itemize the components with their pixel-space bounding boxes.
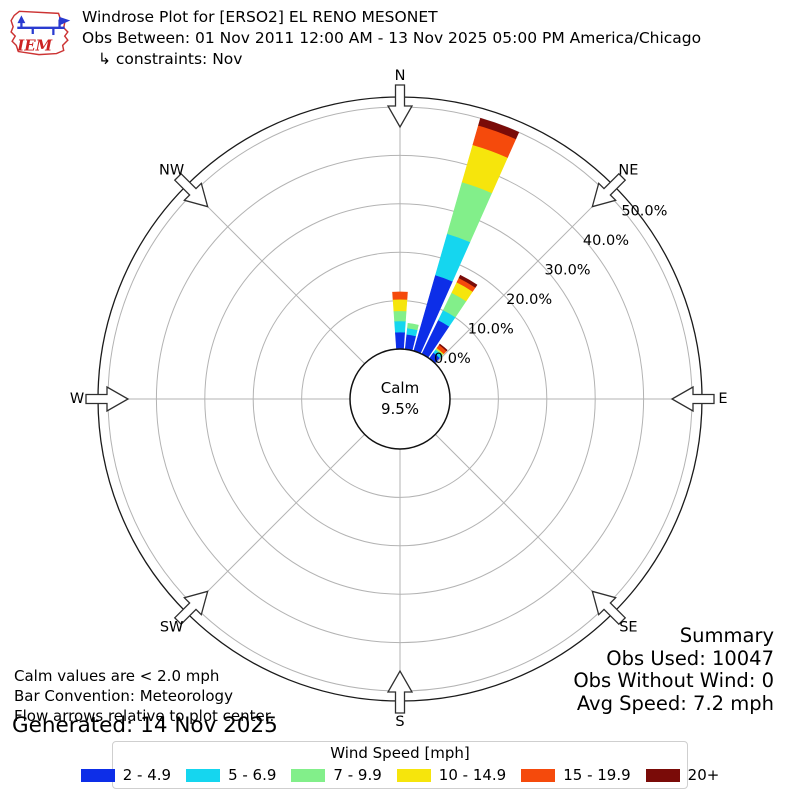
legend-items: 2 - 4.9 5 - 6.9 7 - 9.9 10 - 14.9 15 - 19.9 2… xyxy=(80,766,719,784)
legend: Wind Speed [mph] 2 - 4.9 5 - 6.9 7 - 9.9 10… xyxy=(80,741,719,789)
legend-item-2: 7 - 9.9 xyxy=(291,766,382,784)
plot-notes: Calm values are < 2.0 mph Bar Convention… xyxy=(14,666,274,726)
flow-arrow-nw xyxy=(173,172,209,208)
plot-subtitle: Obs Between: 01 Nov 2011 12:00 AM - 13 N… xyxy=(82,29,702,47)
ring-tick-label: 10.0% xyxy=(468,321,514,337)
flow-arrow-n xyxy=(386,84,414,129)
compass-label-nw: NW xyxy=(159,163,184,179)
legend-label-1: 5 - 6.9 xyxy=(228,766,277,784)
legend-swatch-5 xyxy=(645,768,680,782)
windrose-bar-segment xyxy=(394,320,406,333)
calm-label: Calm xyxy=(381,379,419,397)
calm-circle xyxy=(349,348,451,450)
windrose-bar-segment xyxy=(393,310,407,322)
windrose-bar-segment xyxy=(447,181,493,243)
grid-spoke xyxy=(186,434,365,613)
legend-item-3: 10 - 14.9 xyxy=(396,766,507,784)
compass-label-se: SE xyxy=(619,619,637,635)
flow-arrow-w xyxy=(85,385,130,413)
weathervane-icon xyxy=(17,15,71,36)
summary-block: Summary Obs Used: 10047 Obs Without Wind… xyxy=(573,624,774,715)
summary-obs-without-wind: Obs Without Wind: 0 xyxy=(573,669,774,692)
legend-label-2: 7 - 9.9 xyxy=(333,766,382,784)
windrose-bar-segment xyxy=(392,291,408,300)
flow-arrow-s xyxy=(386,669,414,714)
legend-label-0: 2 - 4.9 xyxy=(122,766,172,784)
summary-title: Summary xyxy=(679,624,774,647)
compass-label-e: E xyxy=(718,391,727,407)
ring-tick-label: 50.0% xyxy=(621,204,667,220)
legend-swatch-2 xyxy=(291,768,326,782)
windrose-bar-segment xyxy=(392,298,408,312)
legend-item-0: 2 - 4.9 xyxy=(80,766,172,784)
calm-percent: 9.5% xyxy=(381,400,419,418)
note-flow-arrows: Flow arrows relative to plot center. xyxy=(14,707,275,725)
compass-label-s: S xyxy=(395,714,404,730)
windrose-bar-segment xyxy=(404,334,417,351)
legend-swatch-3 xyxy=(396,768,431,782)
windrose-bar-segment xyxy=(435,233,471,282)
summary-obs-used: Obs Used: 10047 xyxy=(606,646,774,670)
legend-label-4: 15 - 19.9 xyxy=(563,766,631,784)
iem-logo: IEM xyxy=(10,10,71,56)
compass-label-ne: NE xyxy=(618,163,638,179)
windrose-bar-segment xyxy=(458,274,478,288)
legend-swatch-4 xyxy=(521,768,556,782)
compass-label-sw: SW xyxy=(160,619,184,635)
ring-tick-label: 40.0% xyxy=(583,233,629,249)
summary-avg-speed: Avg Speed: 7.2 mph xyxy=(576,691,774,715)
compass-label-w: W xyxy=(70,391,84,407)
ring-tick-label: 20.0% xyxy=(506,292,552,308)
flow-arrow-e xyxy=(670,385,715,413)
flow-arrow-se xyxy=(591,590,627,626)
windrose-bar-segment xyxy=(395,331,405,350)
compass-label-n: N xyxy=(395,68,406,84)
grid-spoke xyxy=(435,434,614,613)
flow-arrow-ne xyxy=(591,172,627,208)
legend-title: Wind Speed [mph] xyxy=(330,744,470,762)
windrose-bar-segment xyxy=(478,117,520,140)
legend-item-1: 5 - 6.9 xyxy=(186,766,276,784)
header: Windrose Plot for [ERSO2] EL RENO MESONE… xyxy=(82,7,701,70)
ring-tick-label: 30.0% xyxy=(545,262,591,278)
grid-spoke xyxy=(186,185,365,364)
iowa-outline xyxy=(10,10,69,56)
iem-logo-text: IEM xyxy=(16,37,52,55)
legend-label-5: 20+ xyxy=(687,766,720,784)
flow-arrow-sw xyxy=(173,590,209,626)
note-bar-convention: Bar Convention: Meteorology xyxy=(14,687,233,705)
grid-spoke xyxy=(435,185,614,364)
legend-label-3: 10 - 14.9 xyxy=(438,766,507,784)
windrose-bar-segment xyxy=(438,343,448,352)
legend-swatch-1 xyxy=(186,768,221,782)
windrose-bar-segment xyxy=(407,322,419,331)
legend-item-4: 15 - 19.9 xyxy=(521,766,631,784)
ring-tick-label: 0.0% xyxy=(434,351,471,367)
note-calm-threshold: Calm values are < 2.0 mph xyxy=(14,667,220,685)
legend-swatch-0 xyxy=(80,768,115,782)
legend-item-5: 20+ xyxy=(645,766,720,784)
plot-title: Windrose Plot for [ERSO2] EL RENO MESONE… xyxy=(82,8,438,26)
plot-constraints: ↳ constraints: Nov xyxy=(98,50,243,68)
generated-date: Generated: 14 Nov 2025 xyxy=(12,713,278,738)
